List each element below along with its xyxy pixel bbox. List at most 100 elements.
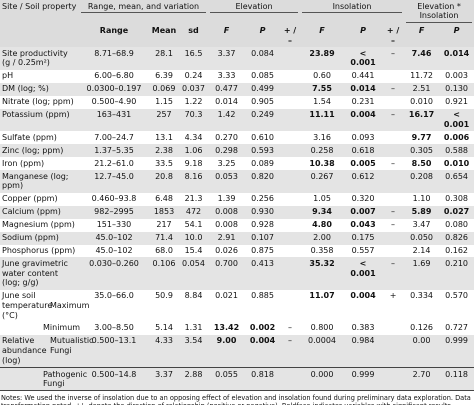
column-header: Mean — [151, 26, 177, 36]
table-cell: 0.700 — [215, 259, 238, 269]
table-cell: 0.826 — [445, 233, 468, 243]
table-cell: 35.32 — [309, 259, 335, 269]
table-cell: 0.027 — [443, 207, 470, 217]
table-row: Iron (ppm) 21.2–61.0 33.5 9.18 3.25 0.089 10.3… — [0, 157, 474, 170]
table-cell: 0.007 — [350, 207, 376, 217]
table-cell: 0.004 — [350, 291, 376, 301]
table-cell: 0.258 — [310, 145, 334, 155]
table-cell: 1.22 — [184, 97, 203, 107]
table-cell: 0.000 — [300, 367, 345, 392]
table-cell: 3.16 — [313, 132, 331, 142]
group-header: Elevation — [208, 0, 300, 25]
table-cell — [280, 47, 300, 70]
table-cell: – — [391, 207, 396, 217]
table-cell: 3.00–8.50 — [94, 323, 134, 333]
table-cell: 0.003 — [445, 71, 468, 81]
table-cell: 11.11 — [309, 110, 335, 120]
table-cell — [280, 83, 300, 96]
table-cell: 2.51 — [412, 84, 431, 94]
table-cell: 9.00 — [208, 334, 246, 368]
table-cell: 20.8 — [155, 171, 173, 181]
table-cell: 1.05 — [313, 194, 331, 204]
table-cell — [280, 170, 300, 193]
table-cell: 0.249 — [251, 110, 274, 120]
table-notes: Notes: We used the inverse of insolation… — [1, 394, 471, 405]
table-cell: 16.17 — [408, 110, 435, 120]
table-cell: 8.71–68.9 — [94, 48, 134, 58]
property-cell: Minimum — [0, 322, 80, 335]
property-slot — [2, 323, 39, 333]
table-cell: – — [280, 334, 301, 368]
table-cell — [382, 245, 404, 258]
property-cell: Sodium (ppm) — [2, 233, 59, 243]
table-cell: 1.54 — [313, 97, 331, 107]
table-row: pH 6.00–6.80 6.39 0.24 3.33 0.085 0.60 0.441 11.… — [0, 70, 474, 83]
table-cell: 10.38 — [309, 158, 335, 168]
table-cell — [280, 109, 300, 132]
property-cell: June gravimetric water content (log; g/g… — [2, 259, 68, 288]
table-cell: 1.42 — [217, 110, 236, 120]
table-cell: 0.500–13.1 — [79, 334, 149, 368]
table-cell: – — [391, 110, 396, 120]
table-cell: < 0.001 — [350, 48, 376, 68]
table-cell: 0.008 — [215, 207, 238, 217]
table-row: June soil temperature (°C) Maximum 35.0–66… — [0, 290, 474, 322]
table-cell: 0.231 — [351, 97, 375, 107]
subproperty-label: Pathogenic Fungi — [43, 369, 88, 389]
table-cell: 7.00–24.7 — [94, 132, 134, 142]
table-cell: 0.477 — [215, 84, 238, 94]
table-cell: 0.010 — [443, 158, 470, 168]
table-cell: 0.588 — [445, 145, 468, 155]
table-cell: 0.055 — [208, 367, 246, 392]
table-cell: 4.33 — [149, 334, 179, 368]
table-cell: 0.800 — [310, 323, 334, 333]
table-cell: 0.00 — [404, 334, 440, 368]
table-cell: 23.89 — [309, 48, 335, 58]
table-cell: 1853 — [153, 207, 175, 217]
table-cell: 71.4 — [155, 233, 173, 243]
table-cell: 0.593 — [251, 145, 274, 155]
table-row: DM (log; %) 0.0300–0.197 0.069 0.037 0.477 0.… — [0, 82, 474, 96]
property-cell: Relative abundance (log) Mutualistic Fung… — [0, 334, 93, 368]
table-cell — [280, 96, 300, 109]
property-slot: June soil temperature (°C) — [2, 291, 52, 320]
property-slot: Relative abundance (log) — [2, 336, 47, 365]
table-cell: 68.0 — [155, 246, 173, 256]
subproperty-wrap: Pathogenic Fungi — [2, 369, 88, 389]
table-cell: 0.014 — [350, 84, 376, 94]
header-row: Range Mean sd F P + / – F P + / – F P — [0, 24, 474, 48]
table-row: Zinc (log; ppm) 1.37–5.35 2.38 1.06 0.298 0.5… — [0, 144, 474, 158]
table-row: Pathogenic Fungi 0.500–14.8 3.37 2.88 0.055 0… — [0, 367, 474, 392]
table-cell: 3.54 — [179, 334, 209, 368]
table-cell: 1.15 — [155, 97, 173, 107]
table-cell — [280, 245, 300, 258]
table-cell: 0.820 — [251, 171, 274, 181]
table-cell: 9.77 — [411, 132, 432, 142]
property-cell: Zinc (log; ppm) — [2, 145, 64, 155]
table-cell: 0.930 — [251, 207, 274, 217]
column-header: F — [319, 26, 325, 36]
table-row: Nitrate (log; ppm) 0.500–4.90 1.15 1.22 0.01… — [0, 96, 474, 109]
table-cell: – — [391, 220, 396, 230]
table-cell: 13.1 — [155, 132, 173, 142]
table-cell — [382, 322, 404, 335]
group-label: Elevation — [210, 2, 299, 14]
table-cell: 1.06 — [184, 145, 203, 155]
table-cell: 0.24 — [184, 71, 203, 81]
table-cell: 0.210 — [445, 259, 468, 269]
table-cell: 2.38 — [155, 145, 173, 155]
table-cell: 45.0–102 — [95, 246, 133, 256]
table-cell: 217 — [156, 220, 172, 230]
table-cell: 0.054 — [182, 259, 205, 269]
table-cell: < 0.001 — [443, 110, 470, 129]
property-cell: Pathogenic Fungi — [0, 367, 88, 392]
property-cell: Potassium (ppm) — [2, 110, 70, 120]
table-cell: 12.7–45.0 — [94, 171, 134, 181]
table-cell: – — [288, 323, 293, 333]
table-cell: 0.004 — [350, 110, 376, 120]
property-cell: Copper (ppm) — [2, 194, 58, 204]
column-header: + / – — [283, 26, 297, 45]
table-cell — [382, 170, 404, 193]
table-cell: 151–330 — [96, 220, 132, 230]
